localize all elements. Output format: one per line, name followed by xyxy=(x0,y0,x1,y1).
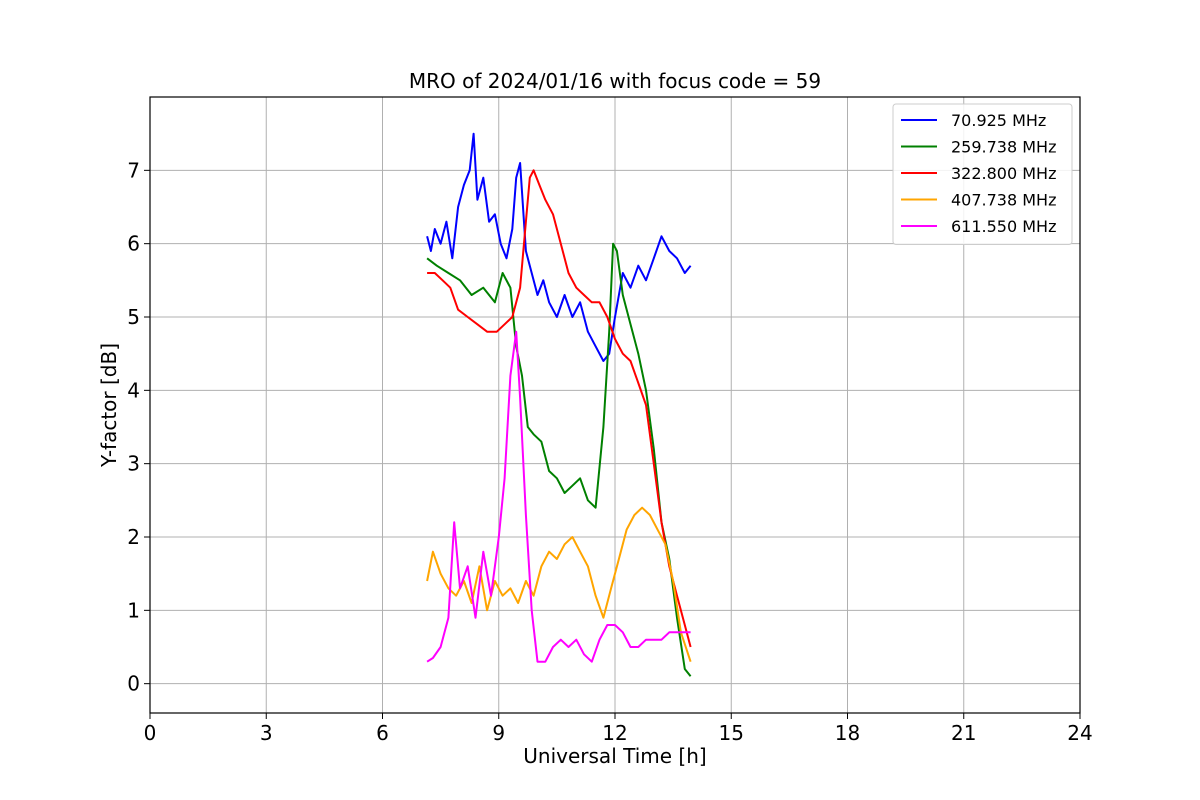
legend-label-2: 322.800 MHz xyxy=(951,164,1056,183)
legend: 70.925 MHz 259.738 MHz 322.800 MHz 407.738 … xyxy=(892,103,1073,245)
y-tick-label: 6 xyxy=(127,232,140,256)
legend-label-3: 407.738 MHz xyxy=(951,191,1056,210)
legend-label-4: 611.550 MHz xyxy=(951,217,1056,236)
x-tick-label: 18 xyxy=(835,721,860,745)
y-tick-label: 2 xyxy=(127,525,140,549)
series-line-2 xyxy=(427,169,692,648)
x-tick-label: 21 xyxy=(951,721,976,745)
x-axis-label: Universal Time [h] xyxy=(523,744,706,768)
x-tick-label: 12 xyxy=(602,721,627,745)
x-tick-label: 9 xyxy=(492,721,505,745)
series-line-3 xyxy=(426,506,692,663)
x-tick-label: 3 xyxy=(260,721,273,745)
x-tick-label: 15 xyxy=(719,721,744,745)
series-layer xyxy=(426,132,692,677)
x-tick-label: 0 xyxy=(144,721,157,745)
legend-label-0: 70.925 MHz xyxy=(951,111,1046,130)
y-tick-label: 1 xyxy=(127,598,140,622)
y-tick-label: 4 xyxy=(127,378,140,402)
x-tick-label: 24 xyxy=(1067,721,1092,745)
y-tick-label: 0 xyxy=(127,672,140,696)
series-line-0 xyxy=(426,132,692,362)
x-tick-label: 6 xyxy=(376,721,389,745)
y-axis-label: Y-factor [dB] xyxy=(97,343,121,468)
y-tick-label: 7 xyxy=(127,158,140,182)
y-tick-label: 3 xyxy=(127,452,140,476)
legend-label-1: 259.738 MHz xyxy=(951,138,1056,157)
series-line-1 xyxy=(426,242,692,677)
series-line-4 xyxy=(426,330,691,663)
y-tick-label: 5 xyxy=(127,305,140,329)
chart-title: MRO of 2024/01/16 with focus code = 59 xyxy=(409,69,821,93)
legend-box xyxy=(892,103,1073,245)
